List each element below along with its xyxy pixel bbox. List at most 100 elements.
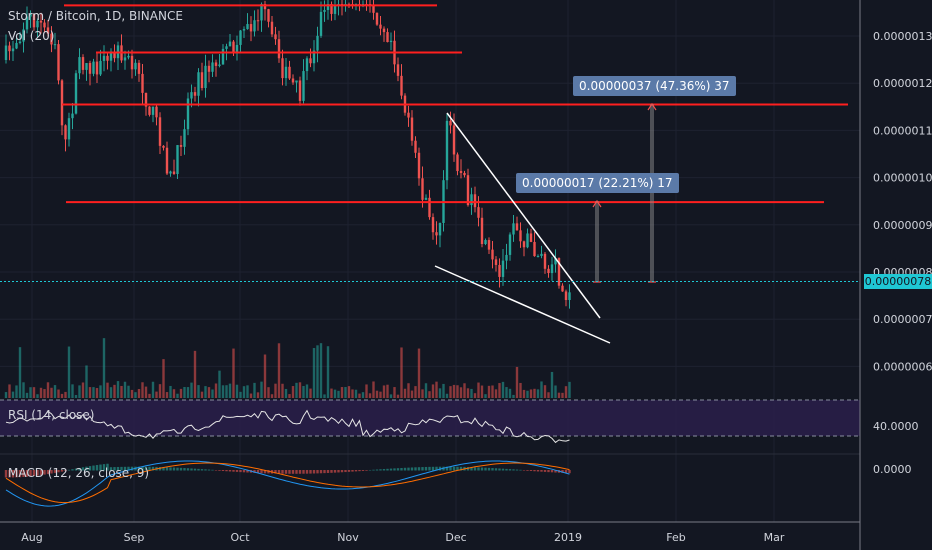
volume-bar: [204, 386, 207, 398]
macd-histogram-bar: [564, 470, 568, 474]
macd-histogram-bar: [333, 470, 337, 473]
candle-body: [372, 4, 375, 13]
volume-bar: [120, 385, 123, 398]
macd-histogram-bar: [85, 466, 88, 471]
candle-body: [494, 259, 498, 265]
volume-bar: [431, 384, 435, 398]
candle-body: [333, 6, 337, 14]
macd-histogram-bar: [43, 470, 46, 475]
candle-body: [88, 63, 92, 74]
candle-body: [15, 42, 18, 49]
macd-histogram-bar: [64, 470, 67, 471]
macd-histogram-bar: [11, 470, 15, 478]
volume-bar: [148, 393, 151, 398]
candle-body: [445, 120, 449, 181]
macd-histogram-bar: [57, 470, 60, 473]
candle-body: [263, 4, 267, 10]
candle-body: [389, 40, 393, 43]
macd-histogram-bar: [158, 466, 162, 471]
measure-small-bar: [595, 201, 599, 282]
candle-body: [309, 58, 312, 64]
macd-histogram-bar: [53, 470, 57, 473]
macd-histogram-bar: [512, 469, 515, 471]
volume-bar: [116, 381, 120, 398]
volume-bar: [288, 394, 291, 398]
volume-bar: [81, 382, 85, 398]
macd-histogram-bar: [351, 470, 354, 472]
candle-body: [295, 80, 298, 83]
volume-bar: [39, 387, 43, 398]
volume-bar: [396, 394, 400, 398]
candle-body: [29, 13, 32, 17]
volume-bar: [32, 387, 36, 398]
candle-body: [463, 172, 466, 176]
candle-body: [543, 253, 547, 269]
macd-histogram-bar: [484, 467, 487, 471]
macd-histogram-bar: [452, 466, 456, 471]
candle-body: [326, 4, 330, 10]
candle-body: [491, 249, 494, 260]
candle-body: [109, 53, 113, 61]
candle-body: [74, 73, 78, 114]
candle-body: [498, 264, 501, 277]
macd-histogram-bar: [207, 469, 211, 471]
volume-bar: [29, 387, 32, 398]
candle-body: [508, 234, 512, 255]
volume-bar: [277, 343, 281, 398]
macd-histogram-bar: [116, 466, 120, 471]
candle-body: [39, 20, 43, 23]
candle-body: [400, 75, 403, 96]
volume-bar: [183, 386, 186, 398]
candle-body: [232, 41, 235, 53]
macd-histogram-bar: [389, 468, 393, 471]
volume-bar: [67, 346, 71, 398]
macd-histogram-bar: [480, 467, 484, 471]
macd-histogram-bar: [228, 470, 232, 472]
macd-histogram-bar: [326, 470, 330, 473]
macd-histogram-bar: [361, 470, 365, 471]
candle-body: [46, 27, 50, 34]
macd-histogram-bar: [109, 467, 113, 471]
candle-body: [200, 72, 204, 89]
macd-histogram-bar: [151, 466, 155, 471]
candle-body: [470, 194, 473, 206]
volume-bar: [53, 385, 57, 398]
macd-histogram-bar: [470, 467, 473, 471]
candle-body: [536, 255, 540, 257]
candle-body: [130, 55, 134, 70]
candle-body: [270, 21, 274, 35]
macd-histogram-bar: [130, 466, 134, 471]
volume-bar: [162, 359, 165, 398]
macd-histogram-bar: [568, 470, 571, 474]
macd-histogram-bar: [95, 465, 99, 471]
volume-bar: [15, 385, 18, 398]
macd-histogram-bar: [225, 470, 228, 472]
macd-histogram-bar: [543, 470, 547, 472]
candle-body: [564, 291, 568, 300]
volume-bar: [515, 366, 519, 398]
macd-histogram-bar: [186, 468, 190, 471]
macd-histogram-bar: [561, 470, 564, 473]
macd-histogram-bar: [281, 470, 284, 474]
volume-bar: [274, 383, 277, 398]
macd-histogram-bar: [435, 466, 438, 471]
macd-histogram-bar: [515, 469, 519, 471]
macd-histogram-bar: [214, 470, 218, 471]
candle-body: [459, 171, 463, 173]
volume-bar: [463, 383, 466, 398]
macd-histogram-bar: [295, 470, 298, 474]
volume-bar: [449, 386, 452, 398]
macd-histogram-bar: [473, 467, 477, 471]
macd-histogram-bar: [71, 469, 74, 471]
candle-body: [78, 57, 81, 74]
volume-bar: [533, 388, 536, 398]
volume-bar: [438, 388, 442, 398]
volume-bar: [557, 392, 561, 398]
volume-bar: [123, 381, 127, 398]
volume-bar: [365, 384, 368, 398]
volume-bar: [249, 393, 253, 398]
macd-histogram-bar: [169, 467, 172, 471]
volume-bar: [361, 392, 365, 398]
volume-bar: [158, 384, 162, 398]
